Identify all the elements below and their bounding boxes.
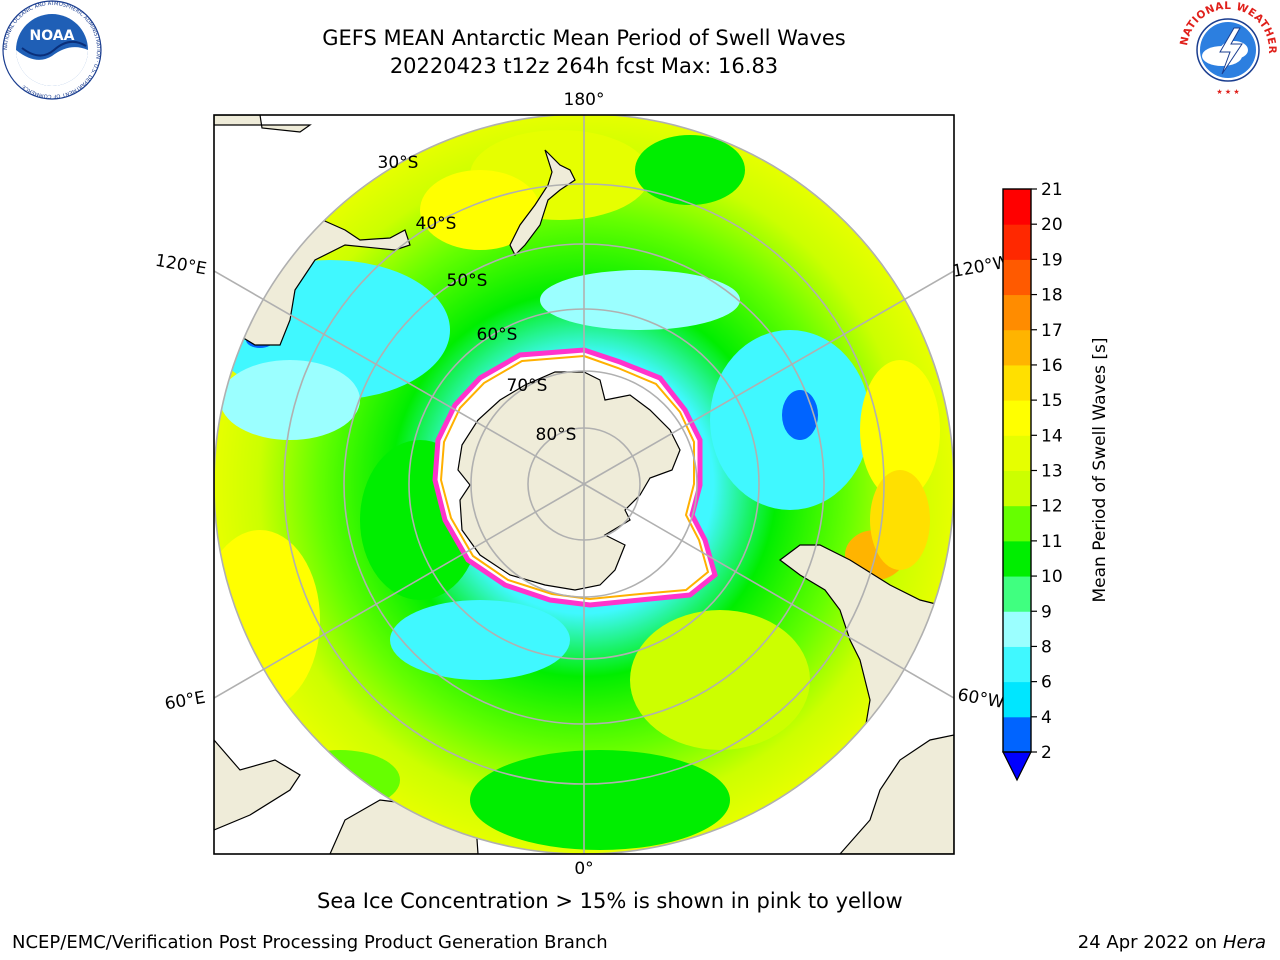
lat-label-70s: 70°S bbox=[507, 376, 548, 396]
colorbar-swatch bbox=[1003, 505, 1031, 542]
land-new-zealand bbox=[509, 149, 576, 257]
graticule bbox=[214, 115, 954, 854]
colorbar-swatch bbox=[1003, 224, 1031, 260]
lon-label-60w: 60°W bbox=[956, 685, 1006, 713]
lon-label-60e: 60°E bbox=[163, 688, 207, 715]
colorbar-tick-label: 21 bbox=[1041, 180, 1063, 200]
lat-label-30s: 30°S bbox=[378, 153, 419, 173]
colorbar-tick-label: 11 bbox=[1041, 532, 1063, 552]
colorbar-tick-label: 4 bbox=[1041, 708, 1052, 728]
footer-host: Hera bbox=[1222, 932, 1266, 953]
colorbar-swatch bbox=[1003, 576, 1031, 612]
colorbar-label: Mean Period of Swell Waves [s] bbox=[1090, 338, 1110, 603]
colorbar-tick-label: 20 bbox=[1041, 215, 1063, 235]
colorbar-tick-label: 8 bbox=[1041, 637, 1052, 657]
footer-date: 24 Apr 2022 on bbox=[1077, 932, 1223, 953]
colorbar-swatch bbox=[1003, 540, 1031, 577]
lon-label-0: 0° bbox=[574, 859, 593, 879]
lat-label-60s: 60°S bbox=[477, 325, 518, 345]
colorbar-swatch bbox=[1003, 294, 1031, 331]
nws-logo: NATIONAL WEATHER SERVICE ★ ★ ★ bbox=[1176, 0, 1278, 98]
chart-subtitle: 20220423 t12z 264h fcst Max: 16.83 bbox=[389, 54, 779, 78]
colorbar-swatch bbox=[1003, 364, 1031, 401]
noaa-logo: NATIONAL OCEANIC AND ATMOSPHERIC ADMINIS… bbox=[2, 0, 102, 100]
chart-title: GEFS MEAN Antarctic Mean Period of Swell… bbox=[322, 26, 846, 50]
colorbar-tick-label: 2 bbox=[1041, 743, 1052, 763]
lat-label-50s: 50°S bbox=[447, 271, 488, 291]
colorbar-tick-label: 6 bbox=[1041, 673, 1052, 693]
colorbar-tick-label: 13 bbox=[1041, 462, 1063, 482]
colorbar-under-triangle bbox=[1002, 751, 1032, 782]
meridian-60e bbox=[214, 483, 585, 699]
colorbar-swatch bbox=[1003, 400, 1031, 436]
map-frame bbox=[214, 115, 954, 854]
land-antarctica bbox=[457, 371, 681, 591]
svg-text:★ ★ ★: ★ ★ ★ bbox=[1216, 88, 1239, 96]
lat-label-40s: 40°S bbox=[416, 214, 457, 234]
colorbar-tick-label: 18 bbox=[1041, 286, 1063, 306]
lat-label-80s: 80°S bbox=[536, 425, 577, 445]
meridian-120w bbox=[583, 270, 954, 485]
colorbar-swatch bbox=[1003, 259, 1031, 296]
colorbar-swatch bbox=[1003, 470, 1031, 507]
meridian-120e bbox=[214, 270, 585, 485]
colorbar-tick-label: 14 bbox=[1041, 426, 1063, 446]
colorbar-tick-label: 17 bbox=[1041, 321, 1063, 341]
colorbar-swatch bbox=[1003, 681, 1031, 718]
footer-credit: NCEP/EMC/Verification Post Processing Pr… bbox=[12, 932, 608, 953]
colorbar-tick-label: 19 bbox=[1041, 250, 1063, 270]
colorbar-tick-label: 10 bbox=[1041, 567, 1063, 587]
colorbar-swatch bbox=[1003, 646, 1031, 683]
colorbar-swatch bbox=[1003, 716, 1031, 753]
noaa-logo-text: NOAA bbox=[30, 28, 75, 44]
colorbar-tick-label: 15 bbox=[1041, 391, 1063, 411]
lon-label-180: 180° bbox=[564, 90, 605, 110]
map-border bbox=[213, 114, 955, 855]
colorbar-swatch bbox=[1003, 435, 1031, 471]
colorbar-swatch bbox=[1003, 329, 1031, 366]
colorbar: 2 4 6 8 9 10 11 12 13 14 15 16 17 18 19 20 21 Mean Perio… bbox=[1002, 180, 1110, 782]
sea-ice-caption: Sea Ice Concentration > 15% is shown in … bbox=[317, 889, 903, 913]
colorbar-tick-label: 9 bbox=[1041, 602, 1052, 622]
colorbar-tick-label: 12 bbox=[1041, 497, 1063, 517]
meridian-60w bbox=[583, 483, 954, 699]
colorbar-swatch bbox=[1003, 611, 1031, 647]
footer-date-host: 24 Apr 2022 on Hera bbox=[1078, 932, 1266, 953]
colorbar-swatch bbox=[1003, 189, 1031, 225]
colorbar-tick-label: 16 bbox=[1041, 356, 1063, 376]
lon-label-120e: 120°E bbox=[154, 251, 208, 280]
